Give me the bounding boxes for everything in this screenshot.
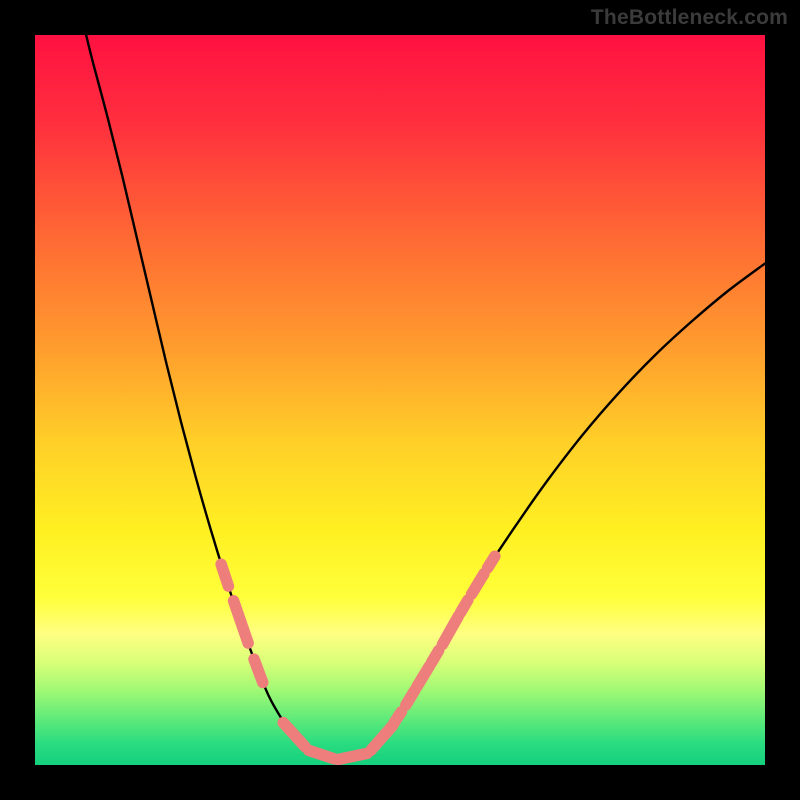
chart-canvas: TheBottleneck.com — [0, 0, 800, 800]
plot-svg — [0, 0, 800, 800]
plot-background — [35, 35, 765, 765]
